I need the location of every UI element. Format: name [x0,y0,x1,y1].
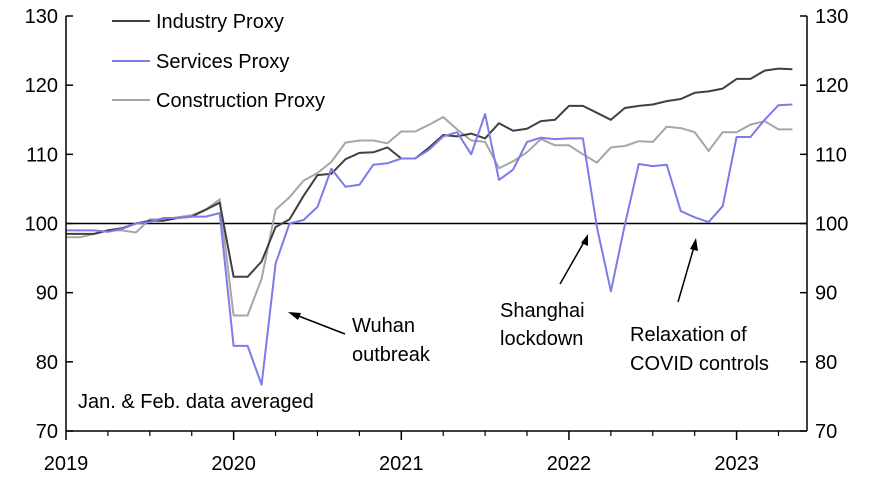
annotation-wuhan-line-1: Wuhan [352,315,415,337]
annotation-shanghai-line-2: lockdown [500,328,583,350]
annotation-wuhan-line-2: outbreak [352,344,431,366]
annotation-relaxation-arrowhead [690,238,698,251]
y-tick-label-left-110: 110 [26,144,58,166]
annotation-shanghai-arrowhead [581,234,588,246]
legend: Industry Proxy Services Proxy Constructi… [112,11,325,112]
x-tick-label-2022: 2022 [547,453,592,475]
y-tick-label-left-70: 70 [36,421,58,443]
legend-label-services: Services Proxy [156,51,289,73]
series-layer [66,67,793,386]
y-tick-label-right-110: 110 [815,144,847,166]
y-tick-label-right-130: 130 [815,6,848,28]
annotation-shanghai: Shanghai lockdown [500,234,588,350]
annotation-relaxation-line-1: Relaxation of [630,324,747,346]
annotation-shanghai-arrow [559,241,585,285]
x-tick-label-2021: 2021 [379,453,424,475]
x-tick-label-2020: 2020 [211,453,256,475]
annotation-note: Jan. & Feb. data averaged [78,391,314,413]
legend-label-industry: Industry Proxy [156,11,284,33]
x-tick-label-2019: 2019 [44,453,89,475]
annotation-wuhan-arrowhead [288,312,301,320]
y-tick-label-left-90: 90 [36,283,58,305]
annotation-wuhan: Wuhan outbreak [288,312,431,366]
y-tick-label-left-80: 80 [36,352,58,374]
axis-ticks-layer: 70 70 80 80 90 90 100 100 110 110 120 120 130 130 2019… [25,6,849,475]
annotation-shanghai-line-1: Shanghai [500,300,585,322]
y-tick-label-left-130: 130 [25,6,58,28]
annotation-relaxation-arrow [677,246,695,303]
y-tick-label-left-120: 120 [25,75,58,97]
annotation-relaxation: Relaxation of COVID controls [630,238,769,375]
y-tick-label-right-120: 120 [815,75,848,97]
series-line-services [66,103,793,386]
y-tick-label-left-100: 100 [25,214,58,236]
y-tick-label-right-80: 80 [815,352,837,374]
x-tick-label-2023: 2023 [714,453,759,475]
y-tick-label-right-70: 70 [815,421,837,443]
legend-label-construction: Construction Proxy [156,90,325,112]
series-line-construction [66,116,793,317]
annotation-wuhan-arrow [295,314,346,335]
annotation-relaxation-line-2: COVID controls [630,353,769,375]
y-tick-label-right-100: 100 [815,214,848,236]
y-tick-label-right-90: 90 [815,283,837,305]
